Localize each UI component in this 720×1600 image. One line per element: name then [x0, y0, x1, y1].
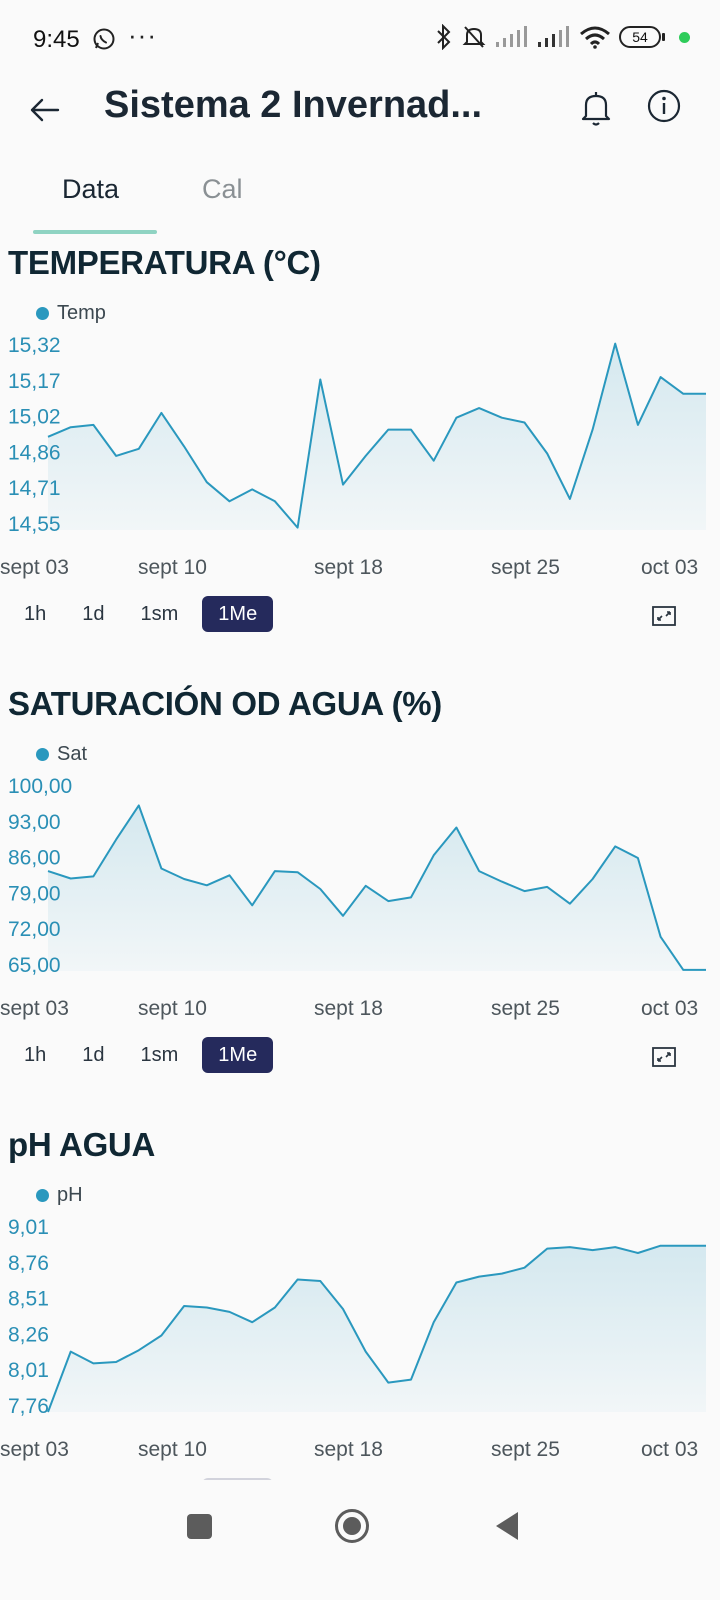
range-buttons: 1h 1d 1sm 1Me: [12, 596, 274, 632]
ph-chart: 9,01 8,76 8,51 8,26 8,01 7,76 sept 03 sept 10 se…: [0, 1216, 706, 1461]
legend-label: Temp: [57, 302, 106, 324]
range-button-1me[interactable]: 1Me: [202, 596, 274, 632]
series-line: [47, 804, 706, 971]
y-tick-label: 72,00: [8, 918, 61, 941]
page-title: Sistema 2 Invernad...: [104, 84, 483, 126]
x-tick-label: sept 25: [491, 1438, 560, 1461]
legend-label: Sat: [57, 743, 88, 765]
x-tick-label: sept 03: [0, 1438, 69, 1461]
y-tick-label: 86,00: [8, 847, 61, 870]
x-tick-label: sept 18: [314, 556, 383, 579]
range-button-1h[interactable]: 1h: [24, 1044, 47, 1066]
saturation-chart: 100,00 93,00 86,00 79,00 72,00 65,00 sept 03 se…: [0, 775, 706, 1020]
range-button-1d[interactable]: 1d: [82, 1044, 105, 1066]
y-tick-label: 14,71: [8, 477, 61, 500]
camera-indicator-dot: [679, 31, 690, 43]
x-tick-label: oct 03: [641, 1438, 698, 1461]
legend-dot: [36, 1189, 49, 1202]
y-tick-label: 7,76: [8, 1395, 49, 1418]
y-tick-label: 93,00: [8, 811, 61, 834]
legend-dot: [36, 307, 49, 320]
legend-label: pH: [57, 1184, 83, 1206]
chart-legend: pH: [36, 1184, 83, 1207]
system-nav-bar: [0, 1480, 720, 1600]
series-area: [48, 343, 706, 530]
x-tick-label: sept 10: [138, 997, 207, 1020]
status-bar: 9:45 ···: [0, 0, 720, 80]
x-tick-label: sept 03: [0, 556, 69, 579]
chart-legend: Sat: [36, 743, 87, 766]
signal-icon-2: [538, 26, 569, 47]
home-circle-icon[interactable]: [334, 1508, 370, 1544]
y-tick-label: 100,00: [8, 775, 72, 798]
status-time: 9:45: [33, 26, 80, 53]
chart-title: TEMPERATURA (°C): [8, 244, 321, 281]
bell-icon[interactable]: [578, 88, 614, 128]
y-tick-label: 8,51: [8, 1288, 49, 1311]
x-tick-label: oct 03: [641, 997, 698, 1020]
y-tick-label: 15,02: [8, 406, 61, 429]
tab-bar: Data Cal: [0, 160, 720, 236]
series-area: [48, 805, 706, 971]
range-button-1d[interactable]: 1d: [82, 603, 105, 625]
expand-icon[interactable]: [652, 606, 676, 626]
y-tick-label: 8,26: [8, 1323, 49, 1346]
battery-icon: 54: [619, 26, 665, 48]
signal-icon: [496, 26, 527, 47]
series-area: [48, 1245, 706, 1412]
tab-cal[interactable]: Cal: [202, 174, 243, 204]
range-buttons: 1h 1d 1sm 1Me: [12, 1037, 274, 1073]
temperature-chart: 15,32 15,17 15,02 14,86 14,71 14,55 sept 03 sep…: [0, 334, 706, 579]
y-tick-label: 79,00: [8, 882, 61, 905]
y-tick-label: 8,76: [8, 1252, 49, 1275]
chart-legend: Temp: [36, 302, 106, 325]
series-line: [47, 342, 706, 529]
x-tick-label: sept 03: [0, 997, 69, 1020]
y-tick-label: 14,55: [8, 513, 61, 536]
bell-off-icon: [462, 26, 486, 48]
x-tick-label: sept 25: [491, 556, 560, 579]
chart-title: pH AGUA: [8, 1126, 155, 1163]
y-tick-label: 65,00: [8, 954, 61, 977]
expand-icon[interactable]: [652, 1047, 676, 1067]
y-tick-label: 15,17: [8, 370, 61, 393]
legend-dot: [36, 748, 49, 761]
range-button-1sm[interactable]: 1sm: [140, 603, 179, 625]
x-tick-label: sept 18: [314, 1438, 383, 1461]
more-notifications-icon: ···: [128, 20, 157, 50]
y-tick-label: 15,32: [8, 334, 61, 357]
x-tick-label: sept 25: [491, 997, 560, 1020]
arrow-left-icon[interactable]: [28, 90, 68, 130]
tab-indicator: [33, 230, 157, 234]
wifi-icon: [580, 26, 610, 49]
bluetooth-icon: [437, 24, 451, 50]
x-tick-label: oct 03: [641, 556, 698, 579]
x-tick-label: sept 18: [314, 997, 383, 1020]
tab-data[interactable]: Data: [62, 174, 120, 204]
battery-level: 54: [619, 26, 661, 48]
y-tick-label: 14,86: [8, 441, 61, 464]
whatsapp-icon: [93, 28, 115, 50]
app-bar: Sistema 2 Invernad...: [0, 80, 720, 140]
y-tick-label: 9,01: [8, 1216, 49, 1239]
info-icon[interactable]: [646, 88, 682, 124]
chart-title: SATURACIÓN OD AGUA (%): [8, 685, 442, 722]
range-button-1me[interactable]: 1Me: [202, 1037, 274, 1073]
y-tick-label: 8,01: [8, 1359, 49, 1382]
x-tick-label: sept 10: [138, 556, 207, 579]
back-triangle-icon[interactable]: [494, 1510, 520, 1542]
range-button-1sm[interactable]: 1sm: [140, 1044, 179, 1066]
series-line: [47, 1244, 706, 1413]
x-tick-label: sept 10: [138, 1438, 207, 1461]
range-button-1h[interactable]: 1h: [24, 603, 47, 625]
recents-square-icon[interactable]: [187, 1514, 212, 1539]
